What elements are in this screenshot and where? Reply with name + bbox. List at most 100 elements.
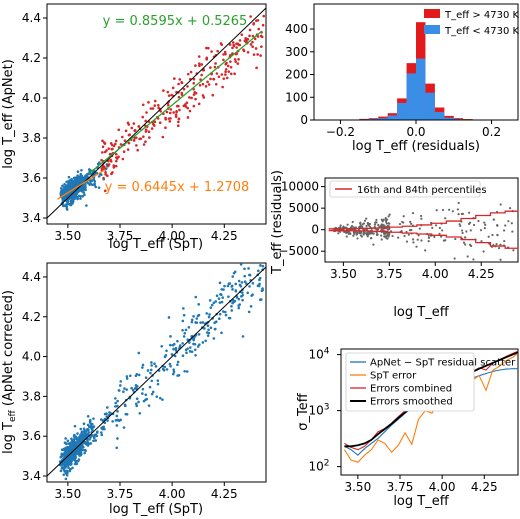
corrected-point bbox=[227, 295, 230, 298]
p3-xtick-label: 4.00 bbox=[422, 267, 449, 281]
residual-point bbox=[465, 230, 468, 233]
data-point-cool bbox=[67, 175, 71, 179]
data-point-cool bbox=[100, 173, 103, 176]
residual-point bbox=[441, 229, 444, 232]
residual-point bbox=[367, 222, 371, 226]
p3-ytick-label: 10000 bbox=[281, 180, 319, 194]
corrected-point bbox=[241, 291, 244, 294]
data-point-hot bbox=[178, 108, 181, 112]
p5-ytick-exponent: 4 bbox=[324, 347, 330, 357]
data-point-cool bbox=[79, 180, 83, 183]
panel-apnet-corrected-xlabel: log T_eff (SpT) bbox=[109, 502, 203, 517]
sigma-legend-label: SpT error bbox=[370, 371, 417, 382]
corrected-point bbox=[64, 471, 68, 475]
p5-ytick-exponent: 2 bbox=[324, 459, 330, 469]
data-point-cool bbox=[78, 175, 82, 178]
corrected-point bbox=[234, 289, 238, 292]
corrected-point bbox=[70, 440, 74, 443]
data-point-hot bbox=[169, 108, 173, 111]
residual-point bbox=[344, 231, 348, 234]
data-point-hot bbox=[168, 120, 172, 123]
data-point-hot bbox=[119, 143, 123, 146]
corrected-point bbox=[231, 275, 235, 278]
p2-ytick-label: 100 bbox=[285, 90, 308, 104]
panel-sigma-teff-ticks: 3.50 3.75 4.00 4.25 102 103 104 bbox=[308, 347, 497, 494]
data-point-cool bbox=[79, 197, 82, 200]
corrected-point bbox=[69, 444, 73, 448]
residual-point bbox=[407, 233, 410, 236]
corrected-point bbox=[135, 397, 139, 400]
residual-point bbox=[502, 229, 506, 232]
corrected-point bbox=[76, 439, 80, 443]
data-point-cool bbox=[74, 195, 77, 198]
p2-ytick-label: 400 bbox=[285, 22, 308, 36]
p3-xtick-label: 3.50 bbox=[330, 267, 357, 281]
corrected-point bbox=[257, 269, 260, 273]
residual-point bbox=[351, 224, 354, 228]
histogram-bar-cool bbox=[397, 102, 407, 120]
data-point-hot bbox=[234, 60, 238, 63]
residual-point bbox=[512, 249, 515, 252]
data-point-hot bbox=[165, 110, 169, 114]
data-point-hot bbox=[215, 72, 219, 75]
corrected-point bbox=[176, 374, 179, 377]
data-point-hot bbox=[109, 160, 113, 163]
residual-point bbox=[484, 223, 487, 226]
corrected-point bbox=[70, 462, 73, 466]
data-point-hot bbox=[127, 141, 131, 145]
corrected-point bbox=[125, 388, 129, 391]
residual-point bbox=[491, 233, 494, 237]
p1-ytick-label: 3.4 bbox=[22, 211, 41, 225]
corrected-point bbox=[101, 419, 105, 422]
data-point-hot bbox=[222, 77, 226, 80]
data-point-hot bbox=[123, 139, 127, 142]
data-point-hot bbox=[177, 95, 181, 99]
p4-ytick-label: 4.2 bbox=[22, 310, 41, 324]
residual-point bbox=[457, 201, 460, 205]
residual-point bbox=[466, 255, 469, 258]
data-point-hot bbox=[144, 130, 148, 133]
corrected-point bbox=[116, 437, 119, 440]
data-point-cool bbox=[65, 180, 68, 184]
corrected-point bbox=[102, 425, 106, 429]
data-point-hot bbox=[177, 82, 180, 86]
data-point-hot bbox=[206, 80, 209, 84]
corrected-point bbox=[190, 318, 194, 322]
corrected-point bbox=[224, 313, 228, 317]
residual-point bbox=[483, 221, 486, 224]
data-point-cool bbox=[76, 170, 80, 173]
corrected-point bbox=[195, 317, 199, 320]
data-point-hot bbox=[127, 123, 131, 126]
data-point-hot bbox=[166, 103, 170, 107]
corrected-point bbox=[259, 298, 263, 301]
corrected-point bbox=[165, 349, 168, 353]
data-point-cool bbox=[66, 200, 69, 204]
corrected-point bbox=[117, 389, 121, 392]
data-point-hot bbox=[111, 147, 114, 151]
data-point-hot bbox=[132, 139, 136, 142]
corrected-point bbox=[105, 406, 109, 409]
data-point-hot bbox=[192, 77, 196, 81]
data-point-hot bbox=[101, 151, 104, 154]
data-point-hot bbox=[204, 85, 208, 88]
panel-apnet-vs-spt-points bbox=[59, 14, 266, 211]
corrected-point bbox=[76, 450, 79, 453]
corrected-point bbox=[64, 453, 67, 456]
corrected-point bbox=[218, 312, 222, 316]
data-point-hot bbox=[233, 72, 236, 76]
panel-sigma-teff-ylabel: σ_Teff bbox=[296, 392, 311, 430]
data-point-hot bbox=[166, 90, 170, 94]
corrected-point bbox=[92, 436, 96, 439]
panel-apnet-corrected-ylabel: log Teff (ApNet corrected) bbox=[1, 290, 18, 454]
p2-ytick-label: 0 bbox=[300, 113, 308, 127]
residual-point bbox=[351, 220, 354, 224]
residual-point bbox=[482, 250, 485, 253]
corrected-point bbox=[130, 386, 133, 390]
corrected-point bbox=[90, 427, 94, 431]
data-point-hot bbox=[138, 137, 141, 141]
data-point-hot bbox=[192, 81, 196, 85]
corrected-point bbox=[122, 390, 125, 394]
corrected-point bbox=[67, 450, 71, 453]
residual-point bbox=[427, 240, 430, 243]
